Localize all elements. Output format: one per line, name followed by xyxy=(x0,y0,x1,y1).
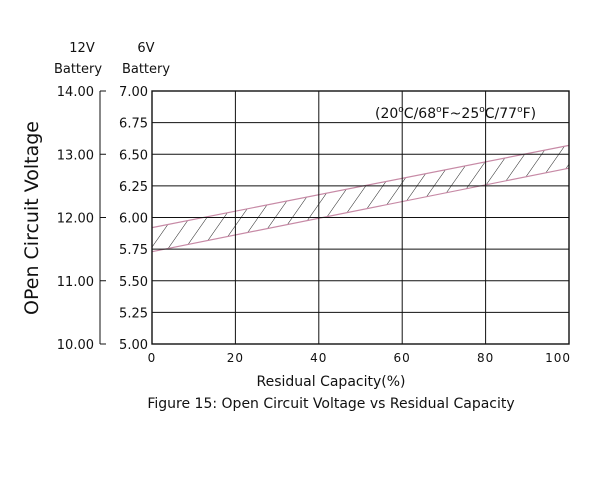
plot-frame xyxy=(151,90,570,345)
left-axis-group xyxy=(99,90,106,345)
y-tick-12v-0: 14.00 xyxy=(57,85,94,100)
y-tick-6v-0: 7.00 xyxy=(119,85,148,100)
temperature-annotation: (20oC/68oF~25oC/77oF) xyxy=(375,105,536,122)
band-group xyxy=(151,144,570,253)
y-tick-12v-4: 10.00 xyxy=(57,338,94,353)
x-tick-4: 80 xyxy=(477,351,494,365)
y-tick-12v-3: 11.00 xyxy=(57,275,94,290)
y-tick-6v-6: 5.50 xyxy=(119,275,148,290)
figure-caption: Figure 15: Open Circuit Voltage vs Resid… xyxy=(147,396,514,412)
left-axis-header-line2: Battery xyxy=(54,62,102,77)
x-tick-2: 40 xyxy=(310,351,327,365)
x-tick-5: 100 xyxy=(545,351,571,365)
grid-group xyxy=(151,90,570,345)
x-tick-1: 20 xyxy=(227,351,244,365)
y-tick-6v-1: 6.75 xyxy=(119,117,148,132)
tick-group: 7.00 6.75 6.50 6.25 6.00 5.75 5.50 5.25 5.00 14.0… xyxy=(57,85,571,365)
y-tick-6v-4: 6.00 xyxy=(119,212,148,227)
y-tick-6v-7: 5.25 xyxy=(119,306,148,321)
y-axis-label: OPen Circuit Voltage xyxy=(21,121,43,315)
right-axis-header-line1: 6V xyxy=(137,41,154,56)
y-tick-6v-3: 6.25 xyxy=(119,180,148,195)
y-tick-12v-2: 12.00 xyxy=(57,212,94,227)
y-tick-6v-5: 5.75 xyxy=(119,243,148,258)
right-axis-header-line2: Battery xyxy=(122,62,170,77)
x-tick-0: 0 xyxy=(148,351,157,365)
band-upper-edge xyxy=(151,144,570,229)
band-lower-edge xyxy=(151,167,570,253)
y-tick-6v-2: 6.50 xyxy=(119,148,148,163)
y-tick-6v-8: 5.00 xyxy=(119,338,148,353)
x-tick-3: 60 xyxy=(394,351,411,365)
left-axis-header-line1: 12V xyxy=(69,41,95,56)
y-tick-12v-1: 13.00 xyxy=(57,148,94,163)
band-hatch-area xyxy=(152,145,569,252)
x-axis-label: Residual Capacity(%) xyxy=(257,374,406,390)
